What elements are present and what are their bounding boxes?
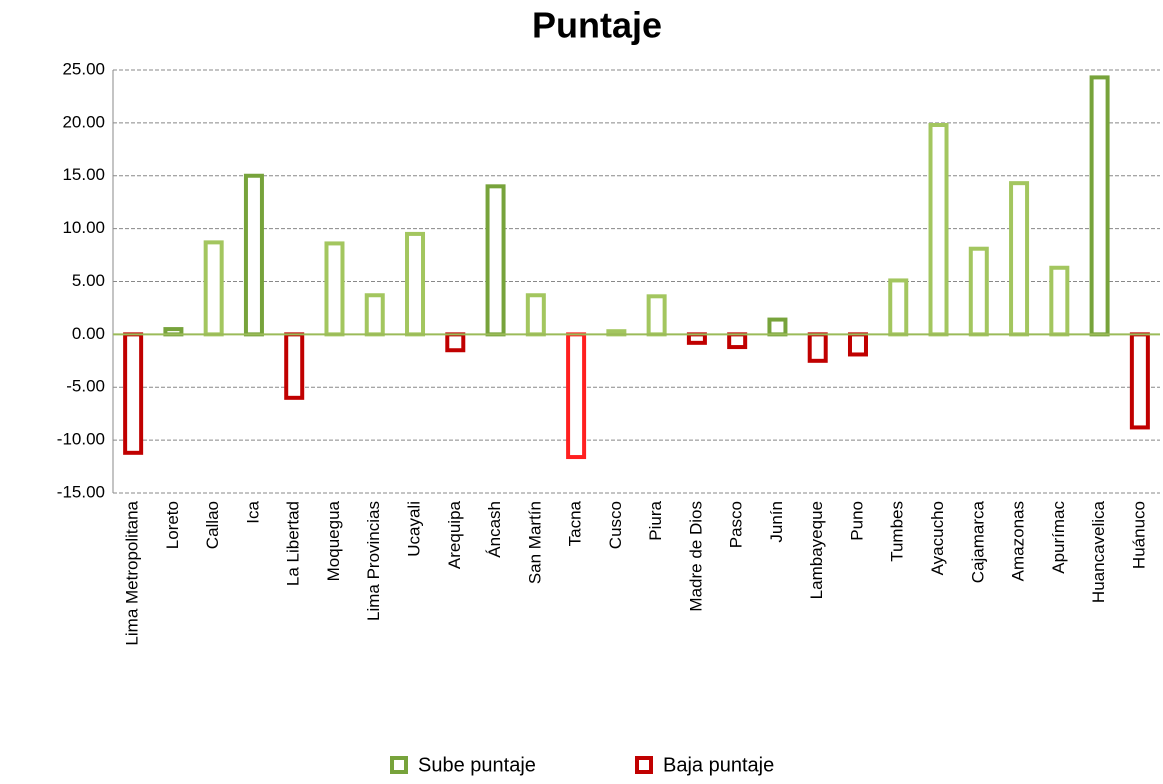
bar — [686, 332, 707, 345]
bar — [364, 293, 385, 337]
bar — [566, 332, 587, 460]
x-tick-label: Piura — [646, 500, 665, 540]
x-tick-label: Huancavelica — [1089, 500, 1108, 603]
y-tick-label: 20.00 — [62, 112, 105, 131]
x-tick-label: Moquegua — [324, 500, 343, 581]
y-tick-label: 15.00 — [62, 165, 105, 184]
legend-swatch — [390, 756, 408, 774]
bar — [888, 278, 909, 337]
x-tick-label: Ica — [243, 500, 262, 523]
x-tick-label: Madre de Dios — [686, 501, 705, 612]
legend-label: Sube puntaje — [418, 754, 536, 776]
x-tick-label: Loreto — [163, 501, 182, 549]
bar — [123, 332, 144, 455]
bar — [243, 173, 264, 337]
bar — [1089, 75, 1110, 337]
bar — [646, 294, 667, 337]
bar — [847, 332, 868, 357]
bar — [203, 240, 224, 337]
x-tick-label: Áncash — [485, 501, 504, 558]
bar — [284, 332, 305, 400]
y-tick-label: 25.00 — [62, 59, 105, 78]
x-tick-label: Arequipa — [445, 500, 464, 569]
bar — [968, 246, 989, 337]
bar — [324, 241, 345, 337]
bar — [727, 332, 748, 350]
x-tick-label: Lima Metropolitana — [123, 500, 142, 645]
bar — [1129, 332, 1150, 430]
x-tick-label: Ucayali — [405, 501, 424, 557]
bar — [1009, 181, 1030, 337]
x-tick-label: Tacna — [566, 500, 585, 546]
x-tick-label: Pasco — [727, 501, 746, 548]
x-tick-label: La Libertad — [284, 501, 303, 586]
bar — [405, 231, 426, 337]
x-tick-label: Huánuco — [1129, 501, 1148, 569]
bar — [485, 184, 506, 337]
x-tick-label: Lambayeque — [807, 501, 826, 599]
y-tick-label: -5.00 — [66, 377, 105, 396]
bar — [525, 293, 546, 337]
y-tick-label: 5.00 — [72, 271, 105, 290]
bar — [445, 332, 466, 353]
y-tick-label: 0.00 — [72, 324, 105, 343]
x-tick-label: Puno — [847, 501, 866, 541]
legend-swatch — [635, 756, 653, 774]
x-tick-label: Cajamarca — [968, 500, 987, 583]
x-tick-label: Cusco — [606, 501, 625, 549]
x-tick-label: Apurímac — [1049, 501, 1068, 574]
legend-label: Baja puntaje — [663, 754, 774, 776]
x-tick-label: Lima Provincias — [364, 501, 383, 621]
chart-title: Puntaje — [532, 5, 662, 46]
bar — [807, 332, 828, 363]
bar — [767, 317, 788, 337]
x-tick-label: Junín — [767, 501, 786, 543]
x-tick-label: Amazonas — [1009, 501, 1028, 581]
x-tick-label: San Martín — [525, 501, 544, 584]
x-tick-label: Callao — [203, 501, 222, 549]
bar — [928, 122, 949, 337]
x-tick-label: Tumbes — [888, 501, 907, 562]
y-tick-label: 10.00 — [62, 218, 105, 237]
bar — [1049, 265, 1070, 337]
x-tick-label: Ayacucho — [928, 501, 947, 575]
y-tick-label: -15.00 — [57, 482, 105, 501]
y-tick-label: -10.00 — [57, 430, 105, 449]
